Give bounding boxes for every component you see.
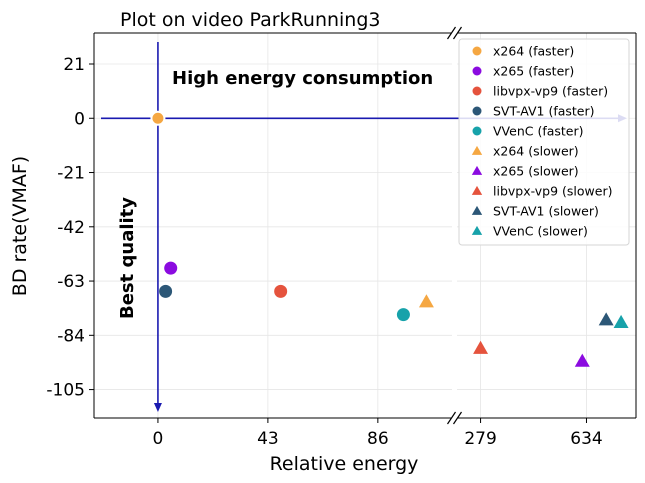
y-tick-label: 0 bbox=[74, 109, 85, 129]
x-tick-label: 634 bbox=[570, 429, 602, 449]
annotation-high-energy: High energy consumption bbox=[172, 68, 433, 89]
legend: x264 (faster) x265 (faster) libvpx-vp9 (fa… bbox=[458, 38, 630, 246]
legend-marker bbox=[472, 66, 482, 76]
y-tick-label: 21 bbox=[63, 55, 85, 75]
x-tick-label: 86 bbox=[367, 429, 389, 449]
axis-break-mark bbox=[453, 411, 462, 425]
legend-marker bbox=[472, 86, 482, 96]
y-tick-label: -105 bbox=[46, 381, 85, 401]
axes-frame bbox=[93, 32, 637, 419]
legend-entry: SVT-AV1 (slower) bbox=[493, 204, 599, 219]
data-point bbox=[473, 340, 489, 354]
data-points bbox=[150, 110, 629, 367]
legend-entry: SVT-AV1 (faster) bbox=[493, 104, 595, 119]
annotation-best-quality: Best quality bbox=[117, 197, 138, 319]
legend-entry: x265 (slower) bbox=[493, 164, 579, 179]
data-point bbox=[613, 314, 629, 329]
legend-marker bbox=[471, 165, 483, 175]
data-point bbox=[418, 294, 434, 308]
legend-entry: x264 (slower) bbox=[493, 144, 579, 159]
legend-marker bbox=[471, 185, 483, 195]
x-tick-label: 43 bbox=[257, 429, 279, 449]
legend-entry: libvpx-vp9 (faster) bbox=[493, 84, 608, 99]
legend-entry: x265 (faster) bbox=[493, 64, 574, 79]
y-tick-label: -63 bbox=[57, 272, 85, 292]
chart-title: Plot on video ParkRunning3 bbox=[120, 9, 381, 31]
legend-entry: libvpx-vp9 (slower) bbox=[493, 184, 612, 199]
data-point bbox=[164, 261, 178, 275]
legend-entry: x264 (faster) bbox=[493, 44, 574, 59]
legend-entry: VVenC (slower) bbox=[493, 224, 588, 239]
axis-break-mark bbox=[453, 26, 462, 40]
x-axis-title: Relative energy bbox=[270, 453, 419, 475]
data-point bbox=[159, 284, 173, 298]
axis-break-mark bbox=[447, 411, 456, 425]
y-tick-label: -21 bbox=[57, 164, 85, 184]
data-point bbox=[274, 284, 288, 298]
x-tick-label: 0 bbox=[153, 429, 164, 449]
x-tick-label: 279 bbox=[464, 429, 496, 449]
legend-entry: VVenC (faster) bbox=[493, 124, 584, 139]
vertical-reference-arrowhead bbox=[153, 403, 162, 412]
legend-marker bbox=[472, 126, 482, 136]
tick-labels: 21 0 -21 -42 -63 -84 -105 0 43 86 279 634 bbox=[46, 55, 602, 449]
data-point bbox=[574, 353, 590, 367]
legend-marker bbox=[471, 145, 483, 155]
axis-break-mark bbox=[447, 26, 456, 40]
y-axis-title: BD rate(VMAF) bbox=[9, 156, 31, 296]
legend-marker bbox=[471, 205, 483, 215]
data-point bbox=[396, 308, 410, 322]
axis-break-marks bbox=[447, 26, 462, 425]
legend-box bbox=[458, 38, 630, 246]
y-tick-label: -42 bbox=[57, 218, 85, 238]
y-tick-label: -84 bbox=[57, 326, 85, 346]
legend-marker bbox=[471, 225, 483, 235]
legend-marker bbox=[472, 106, 482, 116]
data-point bbox=[598, 312, 614, 326]
data-point bbox=[150, 110, 166, 126]
legend-marker bbox=[472, 46, 482, 56]
